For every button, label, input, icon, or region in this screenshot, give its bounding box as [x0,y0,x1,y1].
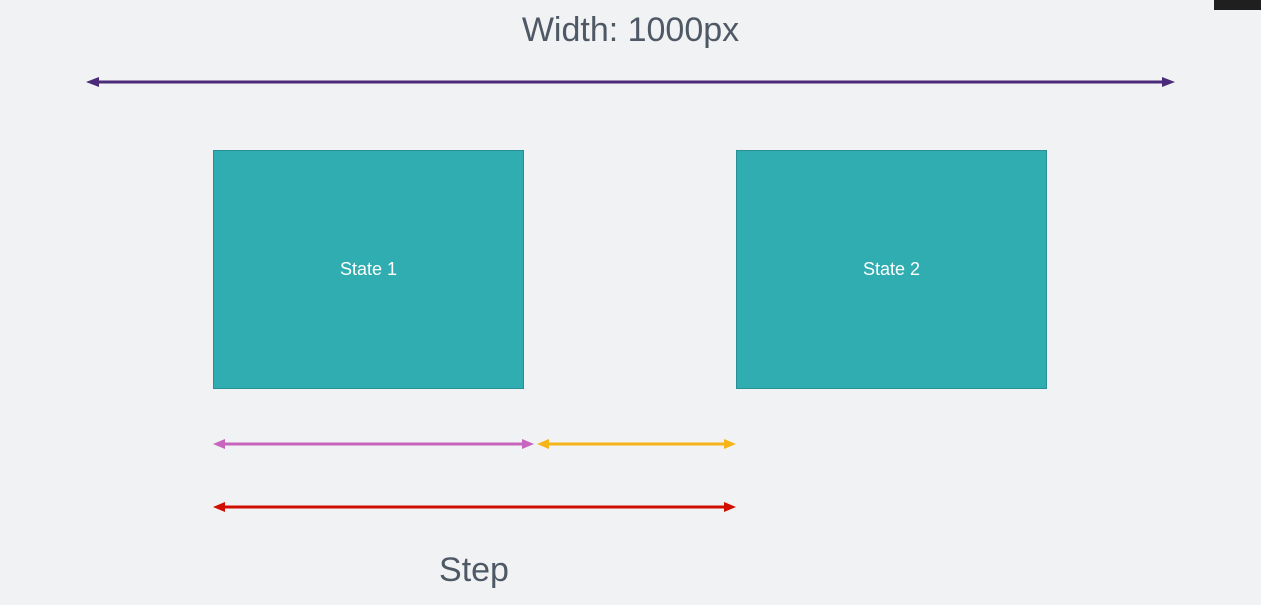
state-width-arrow [213,439,534,449]
state-1-box: State 1 [213,150,524,389]
step-label: Step [439,551,509,589]
state-2-label: State 2 [862,259,921,279]
width-arrow [86,77,1175,87]
state-2-box: State 2 [736,150,1047,389]
step-arrow [213,502,736,512]
corner-tab [1214,0,1261,10]
gap-arrow [537,439,736,449]
width-title: Width: 1000px [521,11,740,49]
state-1-label: State 1 [339,259,398,279]
